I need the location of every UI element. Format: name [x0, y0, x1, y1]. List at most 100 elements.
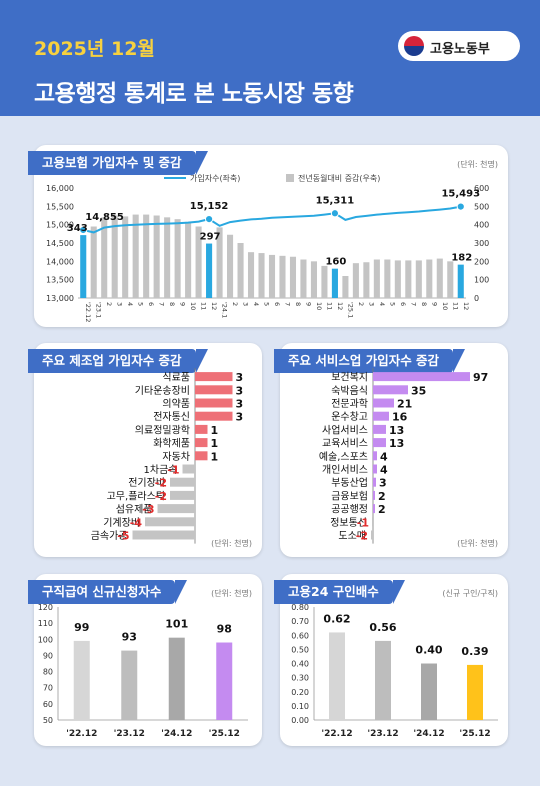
- value-label: -2: [356, 530, 368, 543]
- category-label: 기계장비: [103, 517, 140, 529]
- card-title-insured: 고용보험 가입자수 및 증감: [28, 151, 208, 175]
- bar-value-label: 182: [451, 253, 472, 264]
- x-axis-tick: 7: [409, 302, 417, 306]
- category-label: 고무,플라스틱: [107, 490, 165, 502]
- category-label: 1차금속: [144, 464, 178, 476]
- bar-offers: [421, 663, 437, 720]
- x-axis-tick: '22.12: [84, 302, 92, 322]
- legend-bar-swatch: [286, 174, 294, 182]
- x-axis-tick: 5: [388, 302, 396, 306]
- x-axis-tick: '22.12: [321, 729, 352, 739]
- y-axis-tick: 0.70: [291, 617, 309, 626]
- y-axis-tick: 0.40: [291, 660, 309, 669]
- value-label: 2: [378, 503, 386, 516]
- line-value-label: 15,311: [316, 195, 355, 206]
- x-axis-tick: 9: [304, 302, 312, 306]
- bar-yoy-change: [153, 215, 160, 298]
- right-axis-tick: 0: [474, 294, 479, 303]
- bar-yoy-change: [90, 226, 97, 298]
- x-axis-tick: 9: [179, 302, 187, 306]
- value-label: 13: [389, 424, 404, 437]
- bar-yoy-change: [405, 260, 412, 298]
- bar-value-label: 0.39: [461, 645, 488, 658]
- category-label: 식료품: [162, 372, 190, 384]
- bar-service: [373, 464, 377, 474]
- value-label: -1: [357, 516, 369, 529]
- report-period: 2025년 12월: [34, 38, 155, 60]
- x-axis-tick: 4: [378, 302, 386, 306]
- category-label: 도소매: [338, 530, 366, 542]
- jobseeker-card: 구직급여 신규신청자수 (단위: 천명) 50 60 70 80 90 100 110 120…: [28, 574, 262, 746]
- insured-card: 고용보험 가입자수 및 증감 (단위: 천명) 가입자수(좌축) 전년동월대비 증…: [28, 145, 508, 327]
- x-axis-tick: 8: [294, 302, 302, 306]
- bar-jobseeker: [121, 650, 138, 720]
- category-label: 숙박음식: [331, 385, 368, 397]
- x-axis-tick: '25.1: [346, 302, 354, 318]
- service-card: 주요 서비스업 가입자수 증감 (단위: 천명) 보건복지 97 숙박음식 35 전문과…: [274, 343, 508, 557]
- unit-label-service: (단위: 천명): [457, 539, 498, 548]
- value-label: 2: [378, 490, 386, 503]
- bar-service: [373, 490, 375, 500]
- line-insured-total: [82, 205, 461, 234]
- taegeuk-emblem-icon: [404, 36, 424, 56]
- right-axis-tick: 400: [474, 221, 489, 230]
- y-axis-tick: 110: [38, 619, 53, 628]
- bar-yoy-change: [310, 261, 317, 298]
- right-axis-tick: 500: [474, 202, 489, 211]
- x-axis-tick: 8: [168, 302, 176, 306]
- unit-label-jobseeker: (단위: 천명): [211, 589, 252, 598]
- bar-manufacturing: [195, 372, 233, 382]
- bar-yoy-change: [185, 221, 192, 298]
- y-axis-tick: 80: [43, 668, 53, 677]
- category-label: 공공행정: [331, 504, 368, 516]
- page-header: 2025년 12월 고용행정 통계로 본 노동시장 동향 고용노동부: [0, 0, 540, 116]
- value-label: -5: [117, 530, 129, 543]
- category-label: 기타운송장비: [135, 385, 190, 397]
- bar-service: [373, 477, 376, 487]
- bar-yoy-change: [111, 215, 118, 298]
- bar-yoy-change: [227, 234, 234, 298]
- value-label: 3: [236, 411, 244, 424]
- category-label: 금속가공: [91, 530, 128, 542]
- bar-service: [372, 517, 373, 527]
- x-axis-tick: 12: [210, 302, 218, 310]
- y-axis-tick: 60: [43, 700, 53, 709]
- value-label: 3: [236, 384, 244, 397]
- bar-service: [373, 438, 386, 448]
- x-axis-tick: 2: [231, 302, 239, 306]
- category-label: 예술,스포츠: [319, 451, 368, 463]
- value-label: -3: [142, 503, 154, 516]
- bar-service: [371, 530, 373, 540]
- x-axis-tick: 2: [357, 302, 365, 306]
- x-axis-tick: 8: [420, 302, 428, 306]
- left-axis-tick: 14,000: [46, 257, 74, 266]
- bar-yoy-change: [321, 265, 328, 298]
- unit-label-insured: (단위: 천명): [457, 160, 498, 169]
- category-label: 자동차: [162, 451, 190, 463]
- x-axis-tick: 6: [399, 302, 407, 306]
- legend-item-bar: 전년동월대비 증감(우축): [298, 173, 380, 183]
- category-label: 운수창고: [331, 411, 368, 423]
- left-axis-tick: 13,000: [46, 294, 74, 303]
- bar-yoy-change: [122, 216, 129, 298]
- bar-yoy-change: [457, 264, 464, 298]
- x-axis-tick: 12: [462, 302, 470, 310]
- category-label: 보건복지: [331, 372, 368, 384]
- value-label: -2: [155, 490, 167, 503]
- value-label: -4: [130, 516, 143, 529]
- bar-yoy-change: [143, 214, 150, 298]
- x-axis-tick: '25.12: [459, 729, 490, 739]
- bar-yoy-change: [258, 253, 265, 298]
- bar-service: [373, 372, 470, 382]
- right-axis-tick: 300: [474, 239, 489, 248]
- x-axis-tick: '24.12: [413, 729, 444, 739]
- bar-value-label: 297: [200, 232, 221, 243]
- bar-yoy-change: [247, 252, 255, 298]
- y-axis-tick: 100: [38, 635, 53, 644]
- category-label: 사업서비스: [322, 423, 368, 436]
- ministry-logo: 고용노동부: [398, 31, 520, 61]
- x-axis-tick: 11: [325, 302, 333, 310]
- x-axis-tick: 10: [315, 302, 323, 310]
- bar-offers: [467, 664, 483, 720]
- bar-value-label: 99: [74, 621, 89, 634]
